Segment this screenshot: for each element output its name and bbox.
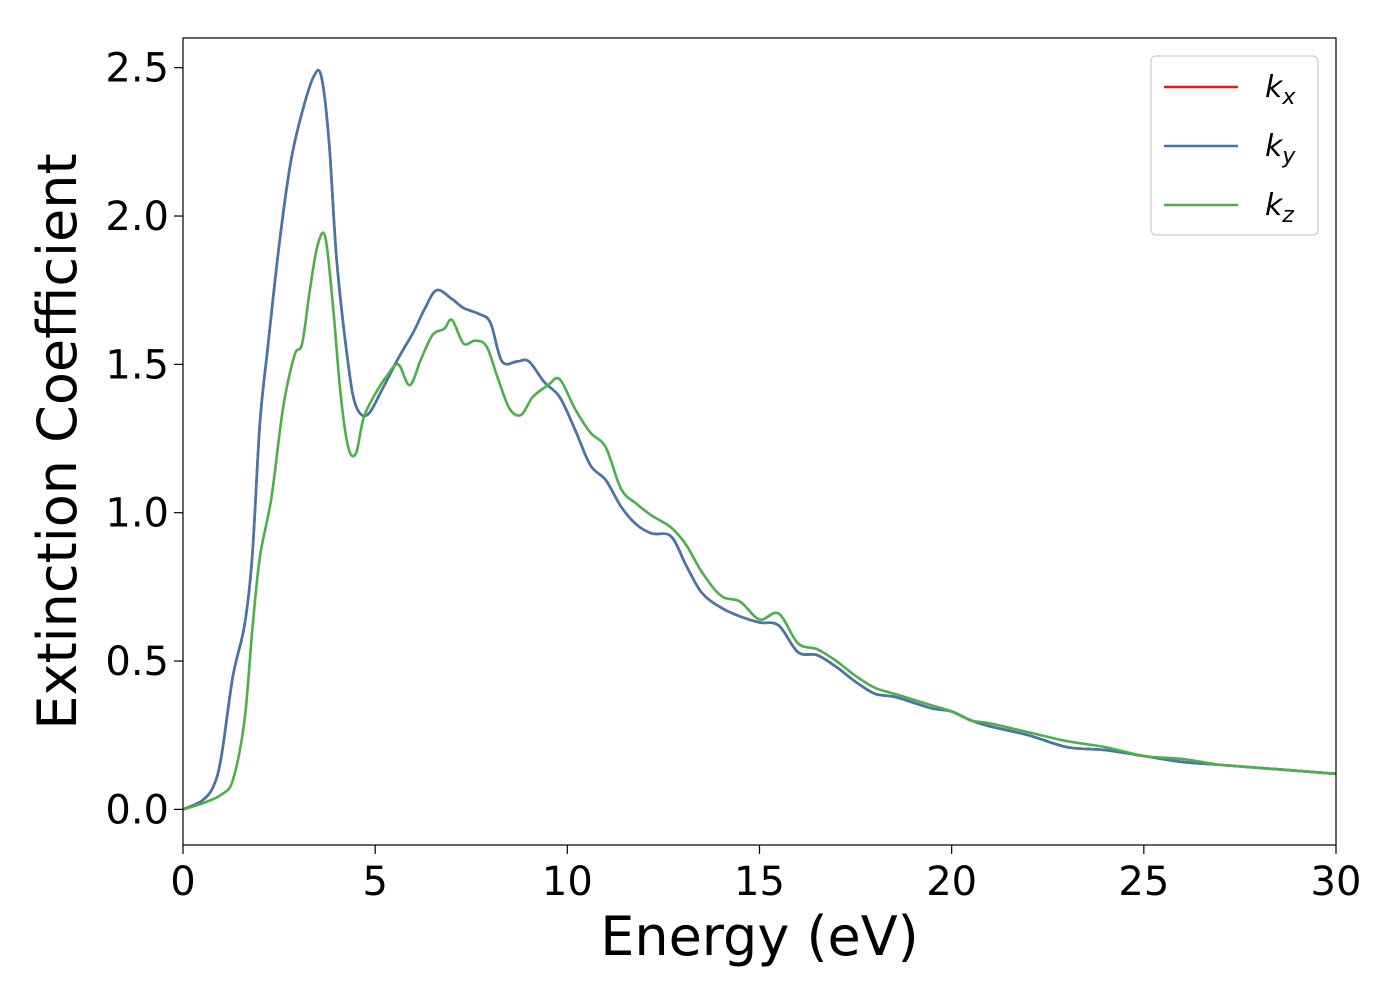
x-tick-label: 25 [1118,859,1169,905]
x-tick-label: 10 [542,859,593,905]
legend-label-kz: kz [1265,188,1294,228]
y-tick-label: 2.0 [105,194,169,240]
x-tick-label: 30 [1311,859,1362,905]
legend-label-ky: ky [1265,129,1296,169]
legend: kx ky kz [1150,55,1319,236]
y-axis: 0.0 0.5 1.0 1.5 2.0 2.5 [105,46,183,833]
y-tick-label: 1.0 [105,491,169,537]
x-axis: 0 5 10 15 20 25 30 [170,845,1361,905]
x-axis-label: Energy (eV) [600,905,919,968]
series-line-kz [183,231,1336,811]
y-tick-label: 0.0 [105,787,169,833]
y-axis-label: Extinction Coefficient [26,153,89,729]
y-tick-label: 1.5 [105,342,169,388]
x-tick-label: 5 [362,859,387,905]
x-tick-label: 0 [170,859,195,905]
y-tick-label: 2.5 [105,46,169,92]
series-layer [183,68,1336,811]
y-tick-label: 0.5 [105,639,169,685]
x-tick-label: 20 [926,859,977,905]
legend-label-kx: kx [1265,70,1296,110]
x-tick-label: 15 [734,859,785,905]
